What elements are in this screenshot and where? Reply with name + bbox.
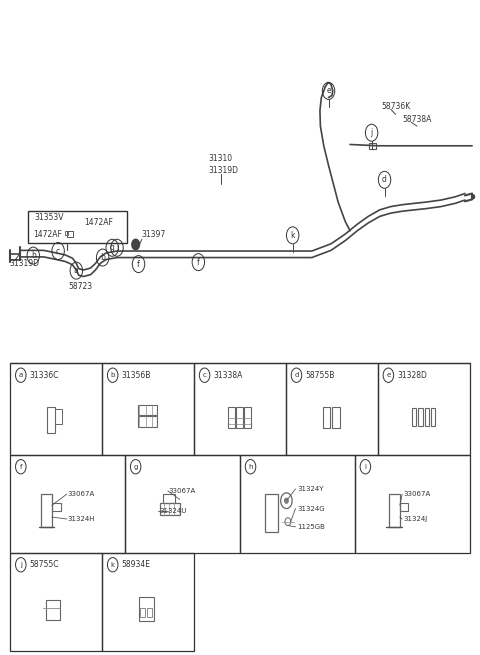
Text: 58934E: 58934E — [121, 560, 150, 569]
Bar — [265, 494, 278, 532]
Text: e: e — [386, 372, 391, 378]
Text: 1125GB: 1125GB — [298, 524, 325, 530]
Bar — [159, 503, 180, 515]
Text: 31324J: 31324J — [403, 516, 427, 522]
Text: c: c — [203, 372, 206, 378]
Bar — [102, 364, 194, 455]
Text: c: c — [56, 246, 60, 255]
Bar — [389, 494, 400, 527]
Circle shape — [285, 498, 288, 503]
Text: e: e — [326, 86, 331, 96]
Bar — [55, 409, 62, 424]
Text: 31310: 31310 — [209, 155, 233, 163]
Text: b: b — [100, 253, 105, 262]
Text: j: j — [371, 128, 373, 138]
Text: 33067A: 33067A — [68, 491, 95, 497]
Text: i: i — [364, 464, 366, 470]
Bar — [141, 608, 145, 617]
Text: 31328D: 31328D — [397, 371, 427, 380]
Bar — [400, 502, 408, 510]
Bar — [194, 364, 286, 455]
Text: 58738A: 58738A — [403, 115, 432, 124]
Text: a: a — [19, 372, 23, 378]
Bar — [412, 408, 416, 426]
Text: b: b — [110, 372, 115, 378]
Text: f: f — [197, 257, 200, 267]
Bar — [65, 231, 68, 235]
Text: j: j — [20, 562, 22, 568]
Bar — [163, 494, 175, 503]
Text: 31319D: 31319D — [209, 166, 239, 175]
Text: h: h — [248, 464, 253, 470]
Text: k: k — [290, 231, 295, 240]
Text: 31324H: 31324H — [68, 516, 95, 522]
Bar — [47, 407, 55, 433]
Text: 58755B: 58755B — [305, 371, 335, 380]
Text: 31319D: 31319D — [9, 259, 39, 268]
Text: f: f — [137, 259, 140, 269]
Bar — [323, 407, 330, 428]
Bar — [102, 553, 194, 651]
Bar — [431, 408, 435, 426]
Bar — [10, 364, 102, 455]
Bar — [244, 407, 251, 428]
Bar — [286, 364, 378, 455]
Bar — [46, 600, 60, 620]
Text: d: d — [294, 372, 299, 378]
Bar — [418, 408, 422, 426]
Text: 58723: 58723 — [69, 282, 93, 291]
Text: 31353V: 31353V — [34, 213, 64, 222]
Text: f: f — [20, 464, 22, 470]
Bar — [67, 231, 73, 237]
Text: h: h — [31, 251, 36, 260]
Text: 33067A: 33067A — [403, 491, 431, 497]
Text: i: i — [116, 243, 118, 252]
Bar — [332, 407, 340, 428]
Bar — [424, 408, 429, 426]
Text: 58736K: 58736K — [381, 102, 410, 111]
Text: g: g — [133, 464, 138, 470]
Text: 31336C: 31336C — [29, 371, 59, 380]
Text: 1472AF: 1472AF — [33, 229, 62, 238]
Bar — [355, 455, 470, 553]
Bar — [228, 407, 235, 428]
Text: 31338A: 31338A — [213, 371, 242, 380]
Bar — [52, 502, 60, 510]
Bar — [125, 455, 240, 553]
Text: a: a — [74, 266, 79, 275]
Bar — [369, 143, 376, 149]
Text: 1472AF: 1472AF — [84, 218, 113, 227]
Bar — [147, 608, 152, 617]
Text: 33067A: 33067A — [169, 488, 196, 494]
Circle shape — [472, 195, 475, 198]
Bar — [378, 364, 470, 455]
Text: 31324Y: 31324Y — [298, 486, 324, 492]
Circle shape — [132, 239, 140, 250]
Bar — [41, 494, 52, 527]
Bar — [10, 455, 125, 553]
Bar — [10, 553, 102, 651]
Text: 31324U: 31324U — [159, 508, 187, 514]
Text: 31397: 31397 — [142, 230, 166, 239]
Text: 31324G: 31324G — [298, 506, 325, 512]
Text: g: g — [110, 243, 115, 252]
Bar — [138, 405, 157, 415]
Text: 58755C: 58755C — [29, 560, 59, 569]
Bar — [139, 597, 154, 621]
Bar — [236, 407, 243, 428]
Bar — [240, 455, 355, 553]
Bar — [138, 417, 157, 427]
Text: d: d — [382, 176, 387, 184]
Text: k: k — [110, 562, 115, 568]
Text: 31356B: 31356B — [121, 371, 151, 380]
Bar — [28, 211, 127, 242]
